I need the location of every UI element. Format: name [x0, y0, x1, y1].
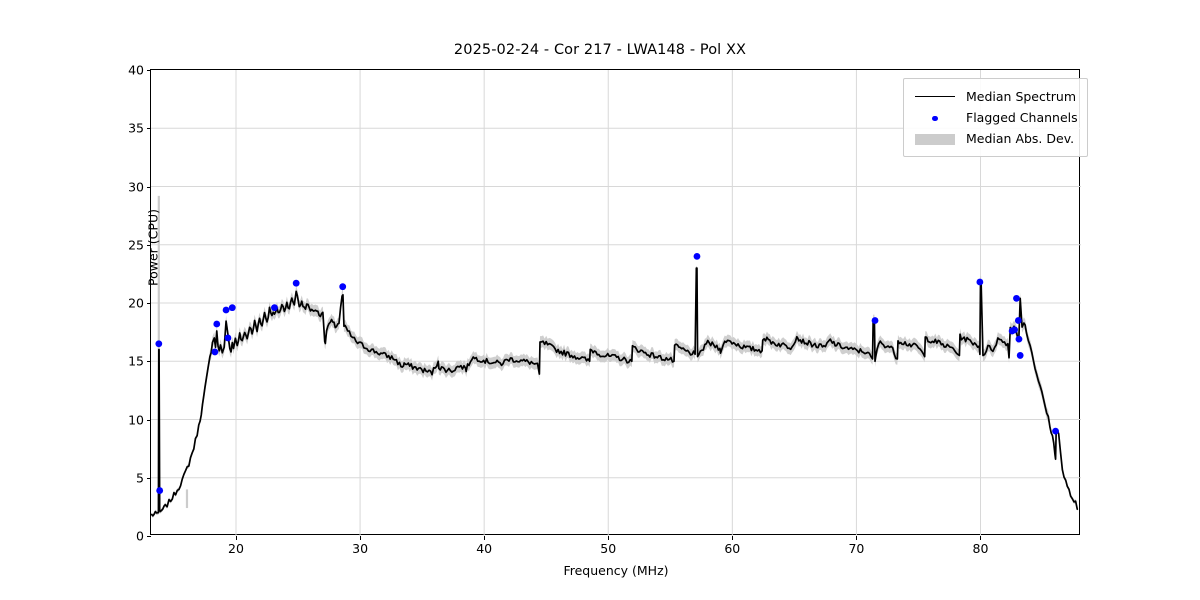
- y-tick-mark: [147, 419, 151, 421]
- y-tick-mark: [147, 303, 151, 304]
- flagged-channel-marker[interactable]: [871, 317, 879, 324]
- flagged-channel-marker[interactable]: [1015, 335, 1023, 343]
- y-tick-label: 35: [128, 120, 144, 136]
- x-tick-mark: [360, 536, 362, 540]
- y-tick-label: 0: [136, 528, 144, 544]
- flagged-channel-marker[interactable]: [155, 340, 163, 348]
- legend-item-median-abs-dev[interactable]: Median Abs. Dev.: [913, 128, 1078, 149]
- y-tick-mark: [147, 477, 151, 479]
- flagged-channel-marker[interactable]: [1014, 317, 1022, 324]
- flagged-channel-marker[interactable]: [211, 348, 219, 356]
- plot-area[interactable]: Power (CPU) Frequency (MHz) 0 5 10 15 20 25 30…: [128, 63, 1088, 578]
- flagged-channel-marker[interactable]: [976, 278, 984, 286]
- x-tick-mark: [856, 536, 858, 540]
- flagged-channel-marker[interactable]: [156, 487, 164, 494]
- flagged-channel-marker[interactable]: [1011, 326, 1019, 334]
- flagged-channel-marker[interactable]: [1052, 427, 1059, 435]
- legend-label-flagged-channels: Flagged Channels: [966, 110, 1078, 125]
- x-tick-label: 20: [228, 541, 244, 556]
- plot-svg: [151, 70, 1081, 536]
- y-tick-mark: [147, 186, 151, 188]
- flagged-channel-marker[interactable]: [693, 253, 701, 260]
- x-tick-label: 50: [600, 541, 617, 556]
- y-tick-label: 40: [128, 62, 144, 78]
- y-tick-mark: [147, 361, 151, 363]
- flagged-channels-markers: [155, 253, 1059, 494]
- legend-item-median-spectrum[interactable]: Median Spectrum: [913, 86, 1078, 107]
- flagged-channel-marker[interactable]: [271, 304, 278, 312]
- legend-band-swatch-icon: [913, 131, 957, 147]
- x-tick-label: 60: [724, 541, 741, 556]
- flagged-channel-marker[interactable]: [213, 320, 221, 328]
- flagged-channel-marker[interactable]: [292, 279, 300, 287]
- flagged-channel-marker[interactable]: [222, 306, 230, 314]
- y-tick-label: 25: [128, 237, 144, 253]
- x-axis-label: Frequency (MHz): [563, 563, 669, 578]
- x-tick-mark: [732, 536, 734, 540]
- legend-item-flagged-channels[interactable]: Flagged Channels: [913, 107, 1078, 128]
- flagged-channel-marker[interactable]: [228, 304, 236, 312]
- flagged-channel-marker[interactable]: [224, 334, 232, 342]
- y-tick-label: 15: [128, 353, 144, 369]
- flagged-channel-marker[interactable]: [339, 283, 347, 291]
- y-tick-mark: [147, 70, 151, 71]
- y-tick-mark: [147, 128, 151, 130]
- y-tick-label: 30: [128, 179, 144, 194]
- mad-band: [151, 195, 1078, 518]
- flagged-channel-marker[interactable]: [1016, 352, 1024, 359]
- y-tick-mark: [147, 536, 151, 537]
- chart-title: 2025-02-24 - Cor 217 - LWA148 - Pol XX: [453, 42, 747, 58]
- x-tick-label: 40: [476, 541, 493, 556]
- x-tick-mark: [980, 536, 982, 540]
- x-tick-mark: [484, 536, 486, 540]
- x-tick-label: 30: [352, 541, 369, 556]
- y-tick-label: 10: [128, 412, 144, 427]
- legend-line-swatch-icon: [913, 89, 957, 105]
- y-tick-mark: [147, 244, 151, 246]
- x-tick-mark: [235, 536, 237, 540]
- legend-label-median-abs-dev: Median Abs. Dev.: [966, 131, 1075, 146]
- x-tick-label: 80: [972, 541, 989, 556]
- x-tick-mark: [608, 536, 610, 540]
- x-tick-label: 70: [848, 541, 865, 556]
- median-spectrum-line: [151, 267, 1079, 517]
- y-axis-label: Power (CPU): [145, 209, 161, 286]
- y-tick-label: 20: [128, 295, 144, 311]
- legend-dot-swatch-icon: [913, 110, 957, 126]
- legend-label-median-spectrum: Median Spectrum: [966, 89, 1077, 104]
- flagged-channel-marker[interactable]: [1013, 294, 1020, 302]
- chart-legend[interactable]: Median Spectrum Flagged Channels Median …: [903, 78, 1088, 157]
- y-tick-label: 5: [136, 470, 144, 486]
